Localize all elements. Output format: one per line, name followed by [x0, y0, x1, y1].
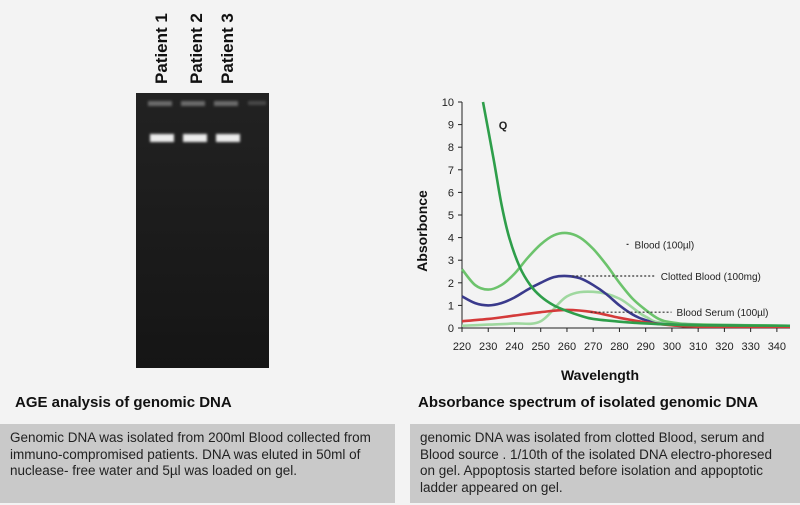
x-tick-label: 300 [663, 341, 681, 353]
y-axis-label: Absorbonce [414, 190, 430, 272]
y-tick-label: 9 [448, 120, 454, 132]
gel-description: Genomic DNA was isolated from 200ml Bloo… [0, 424, 395, 503]
series-line-q [481, 101, 791, 328]
y-tick-label: 8 [448, 142, 454, 154]
x-tick-label: 230 [479, 341, 497, 353]
x-tick-label: 320 [715, 341, 733, 353]
y-tick-label: 2 [448, 278, 454, 290]
x-tick-label: 220 [453, 341, 471, 353]
lane-label-1: Patient 1 [152, 13, 171, 84]
well-3 [214, 101, 238, 106]
x-tick-label: 290 [637, 341, 655, 353]
x-axis-label: Wavelength [561, 367, 639, 383]
series-line-blood-100-l- [460, 231, 791, 328]
gel-title: AGE analysis of genomic DNA [15, 394, 232, 411]
band-patient-3 [216, 134, 240, 142]
annotation-label: Blood Serum (100µl) [677, 308, 769, 319]
series-line-clotted-blood-100mg- [461, 274, 791, 328]
chart-series [460, 101, 791, 329]
annotation-q: Q [499, 120, 508, 132]
annotation-label: Blood (100µl) [635, 240, 695, 251]
y-tick-label: 6 [448, 187, 454, 199]
y-tick-label: 5 [448, 210, 454, 222]
chart-annotations: Q Blood (100µl) Clotted Blood (100mg) Blood… [499, 120, 769, 319]
band-patient-1 [150, 134, 174, 142]
x-tick-label: 340 [768, 341, 786, 353]
x-tick-label: 280 [610, 341, 628, 353]
x-tick-label: 270 [584, 341, 602, 353]
x-tick-label: 310 [689, 341, 707, 353]
x-tick-label: 330 [741, 341, 759, 353]
y-tick-label: 7 [448, 165, 454, 177]
x-tick-label: 240 [505, 341, 523, 353]
y-tick-label: 3 [448, 255, 454, 267]
y-tick-label: 1 [448, 300, 454, 312]
annotation-label: Clotted Blood (100mg) [661, 272, 761, 283]
y-tick-label: 10 [442, 97, 454, 109]
chart-axes: 0 1 2 3 4 5 6 7 8 9 10 220 230 240 250 260 270 280 290 300 3… [442, 97, 790, 353]
x-tick-label: 250 [532, 341, 550, 353]
gel-image [136, 93, 269, 368]
band-patient-2 [183, 134, 207, 142]
well-1 [148, 101, 172, 106]
lane-label-2: Patient 2 [187, 13, 206, 84]
lane-label-3: Patient 3 [218, 13, 237, 84]
well-4 [248, 101, 266, 105]
y-tick-label: 0 [448, 323, 454, 335]
spectrum-description: genomic DNA was isolated from clotted Bl… [410, 424, 800, 503]
well-2 [181, 101, 205, 106]
absorbance-chart: 0 1 2 3 4 5 6 7 8 9 10 220 230 240 250 260 270 280 290 300 3… [414, 97, 791, 383]
x-tick-label: 260 [558, 341, 576, 353]
y-tick-label: 4 [448, 233, 454, 245]
spectrum-title: Absorbance spectrum of isolated genomic … [418, 394, 759, 411]
